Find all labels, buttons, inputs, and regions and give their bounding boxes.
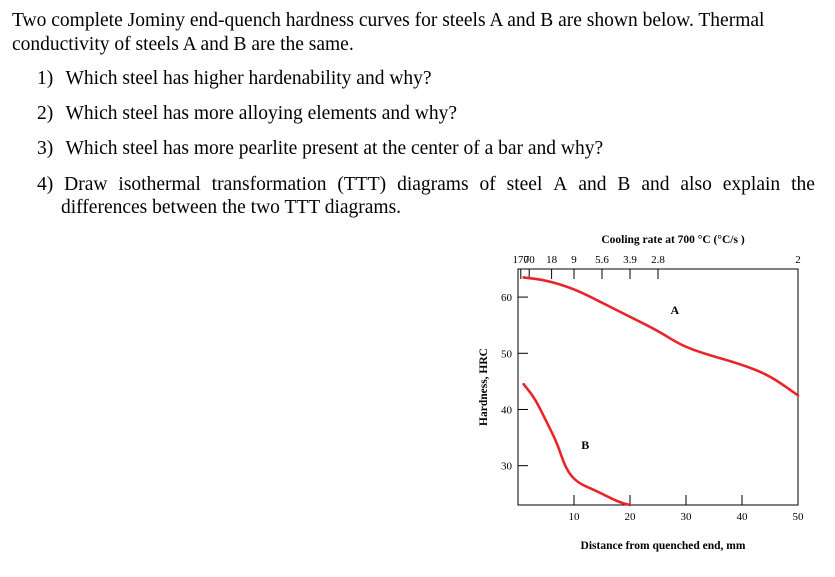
top-tick-label: 2 — [795, 254, 801, 266]
question-word: and — [641, 174, 670, 195]
y-tick-label: 40 — [501, 404, 513, 416]
question-word: isothermal — [118, 174, 201, 195]
curve-B — [522, 382, 632, 507]
curve-label-B: B — [581, 438, 589, 452]
x-tick-label: 10 — [569, 511, 581, 523]
y-tick-label: 60 — [501, 292, 513, 304]
question-2: 2) Which steel has more alloying element… — [37, 102, 457, 125]
question-1: 1) Which steel has higher hardenability … — [37, 67, 817, 90]
x-tick-label: 50 — [793, 511, 805, 523]
question-word: steel — [506, 174, 543, 195]
question-word: of — [479, 174, 496, 195]
x-tick-label: 20 — [625, 511, 637, 523]
top-tick-label: 18 — [546, 254, 558, 266]
plot-frame — [517, 268, 799, 506]
curve-label-A: A — [670, 303, 679, 317]
question-word: A — [553, 174, 568, 195]
series-group: AB — [522, 276, 800, 507]
question-word: Draw — [64, 174, 108, 195]
question-word: and — [578, 174, 607, 195]
top-tick-label: 2.8 — [651, 254, 665, 266]
y-tick-label: 30 — [501, 461, 513, 473]
question-word: transformation — [211, 174, 327, 195]
y-tick-label: 50 — [501, 348, 513, 360]
question-number: 3) — [37, 138, 54, 159]
question-3: 3) Which steel has more pearlite present… — [37, 137, 603, 160]
question-number: 4) — [37, 174, 54, 195]
question-word: explain — [722, 174, 781, 195]
problem-intro: Two complete Jominy end-quench hardness … — [12, 10, 765, 55]
curve-A — [522, 276, 800, 397]
x-tick-label: 40 — [737, 511, 749, 523]
top-tick-label: 9 — [571, 254, 577, 266]
question-text: Which steel has higher hardenability and… — [65, 68, 432, 89]
top-axis-label: Cooling rate at 700 °C (°C/s ) — [601, 234, 745, 246]
y-axis-label: Hardness, HRC — [478, 348, 490, 426]
top-tick-label: 3.9 — [623, 254, 637, 266]
question-word: also — [680, 174, 712, 195]
x-tick-label: 30 — [681, 511, 693, 523]
question-list: 1) Which steel has higher hardenability … — [37, 67, 817, 218]
question-text-line1: 4) Draw isothermal transformation (TTT) diag… — [37, 173, 815, 196]
question-word: diagrams — [397, 174, 469, 195]
question-word: B — [617, 174, 631, 195]
question-word: the — [791, 174, 815, 195]
question-word: (TTT) — [337, 174, 387, 195]
top-tick-label: 170 — [513, 254, 530, 266]
x-ticks: 10 20 30 40 50 — [569, 495, 805, 523]
top-tick-label: 5.6 — [595, 254, 609, 266]
question-text: Which steel has more alloying elements a… — [65, 103, 458, 124]
question-text: Which steel has more pearlite present at… — [65, 138, 604, 159]
x-axis-label: Distance from quenched end, mm — [581, 540, 746, 552]
top-tick-label: 70 — [524, 254, 536, 266]
question-number: 2) — [37, 103, 54, 124]
question-text-line2: differences between the two TTT diagrams… — [61, 197, 402, 218]
question-4: 4) Draw isothermal transformation (TTT) diag… — [37, 173, 815, 219]
y-ticks: 30 40 50 60 — [501, 292, 528, 473]
question-number: 1) — [37, 68, 54, 89]
